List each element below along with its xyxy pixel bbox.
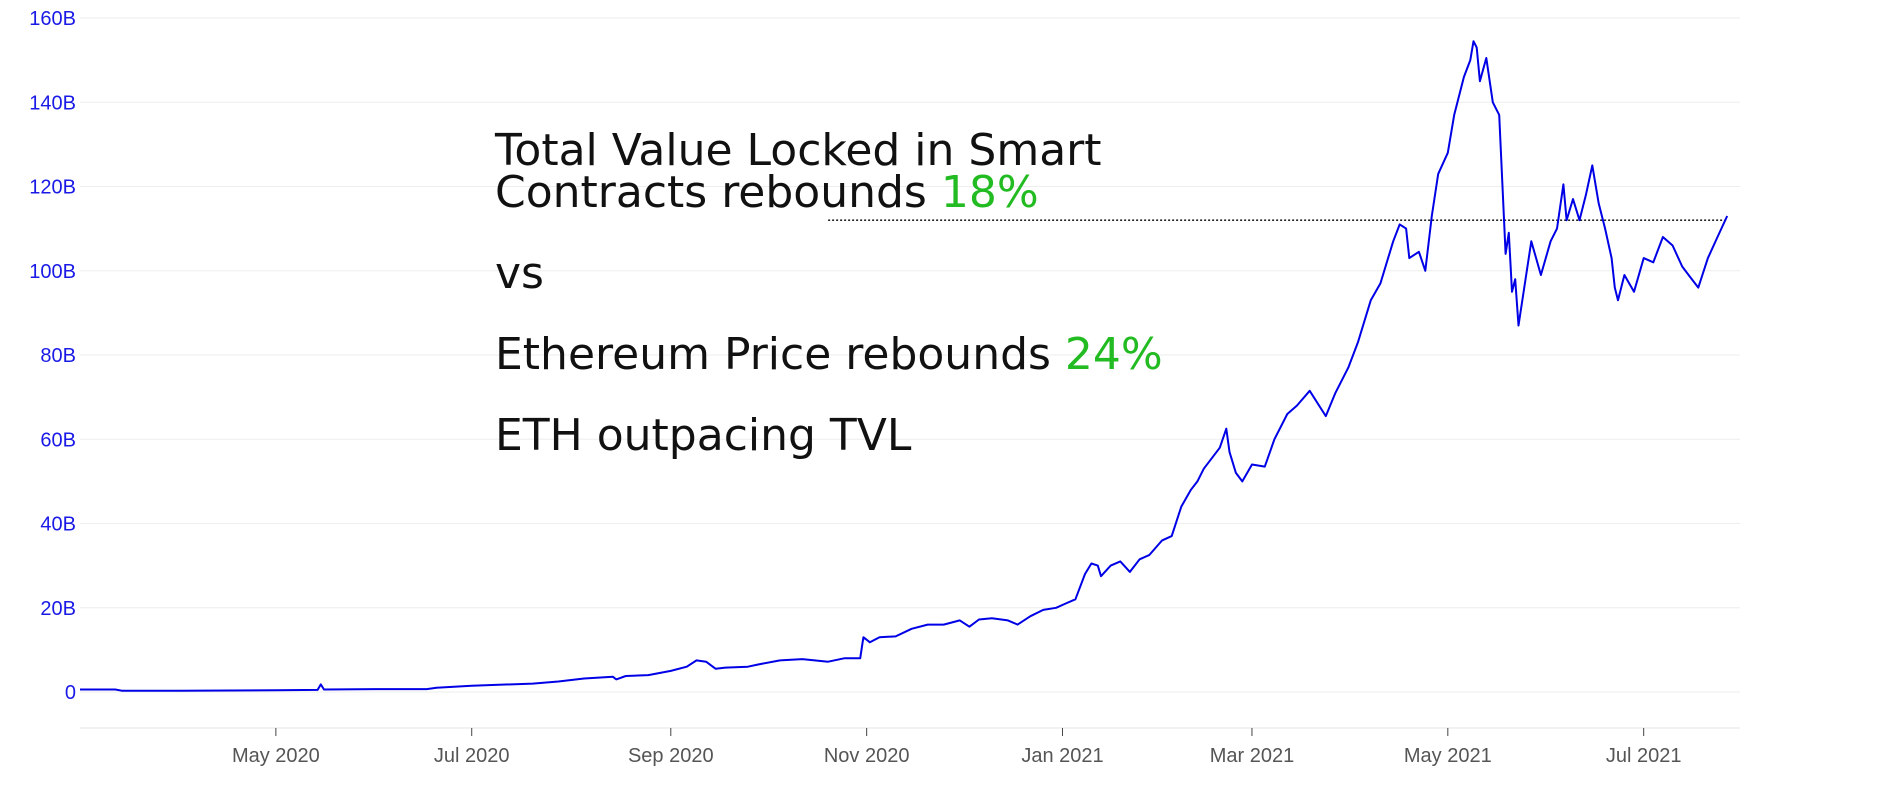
annotation-conclusion: ETH outpacing TVL — [495, 414, 911, 458]
annotation-text: ETH outpacing TVL — [495, 410, 912, 461]
tvl-rebound-pct: 18% — [940, 167, 1039, 218]
annotation-vs: vs — [495, 252, 544, 296]
eth-rebound-pct: 24% — [1064, 329, 1163, 380]
x-tick-label: Jul 2021 — [1606, 745, 1682, 767]
series-line-tvl — [80, 40, 1729, 692]
y-tick-label: 60B — [40, 429, 76, 451]
x-tick-label: Nov 2020 — [824, 745, 910, 767]
x-tick-label: May 2021 — [1404, 745, 1492, 767]
y-tick-label: 20B — [40, 598, 76, 620]
y-tick-label: 120B — [29, 177, 76, 199]
x-tick-label: May 2020 — [232, 745, 320, 767]
y-tick-label: 80B — [40, 345, 76, 367]
y-tick-label: 160B — [29, 8, 76, 30]
x-tick-label: Sep 2020 — [628, 745, 714, 767]
x-tick-label: Jan 2021 — [1021, 745, 1103, 767]
x-tick-label: Jul 2020 — [434, 745, 510, 767]
annotation-text: Contracts rebounds — [495, 167, 941, 218]
y-tick-label: 0 — [65, 682, 76, 704]
y-axis: 0 20B 40B 60B 80B 100B 120B 140B 160B — [29, 8, 76, 704]
annotation-text: Ethereum Price rebounds — [495, 329, 1065, 380]
x-tick-label: Mar 2021 — [1210, 745, 1295, 767]
y-tick-label: 140B — [29, 92, 76, 114]
annotation-title-line2: Contracts rebounds 18% — [495, 171, 1039, 215]
annotation-text: vs — [495, 248, 544, 299]
y-tick-label: 100B — [29, 261, 76, 283]
annotation-title-line1: Total Value Locked in Smart — [495, 129, 1102, 173]
x-axis: May 2020 Jul 2020 Sep 2020 Nov 2020 Jan 2021… — [232, 728, 1682, 767]
annotation-text: Total Value Locked in Smart — [495, 125, 1102, 176]
annotation-eth-price: Ethereum Price rebounds 24% — [495, 333, 1163, 377]
grid-lines — [80, 17, 1740, 693]
y-tick-label: 40B — [40, 514, 76, 536]
